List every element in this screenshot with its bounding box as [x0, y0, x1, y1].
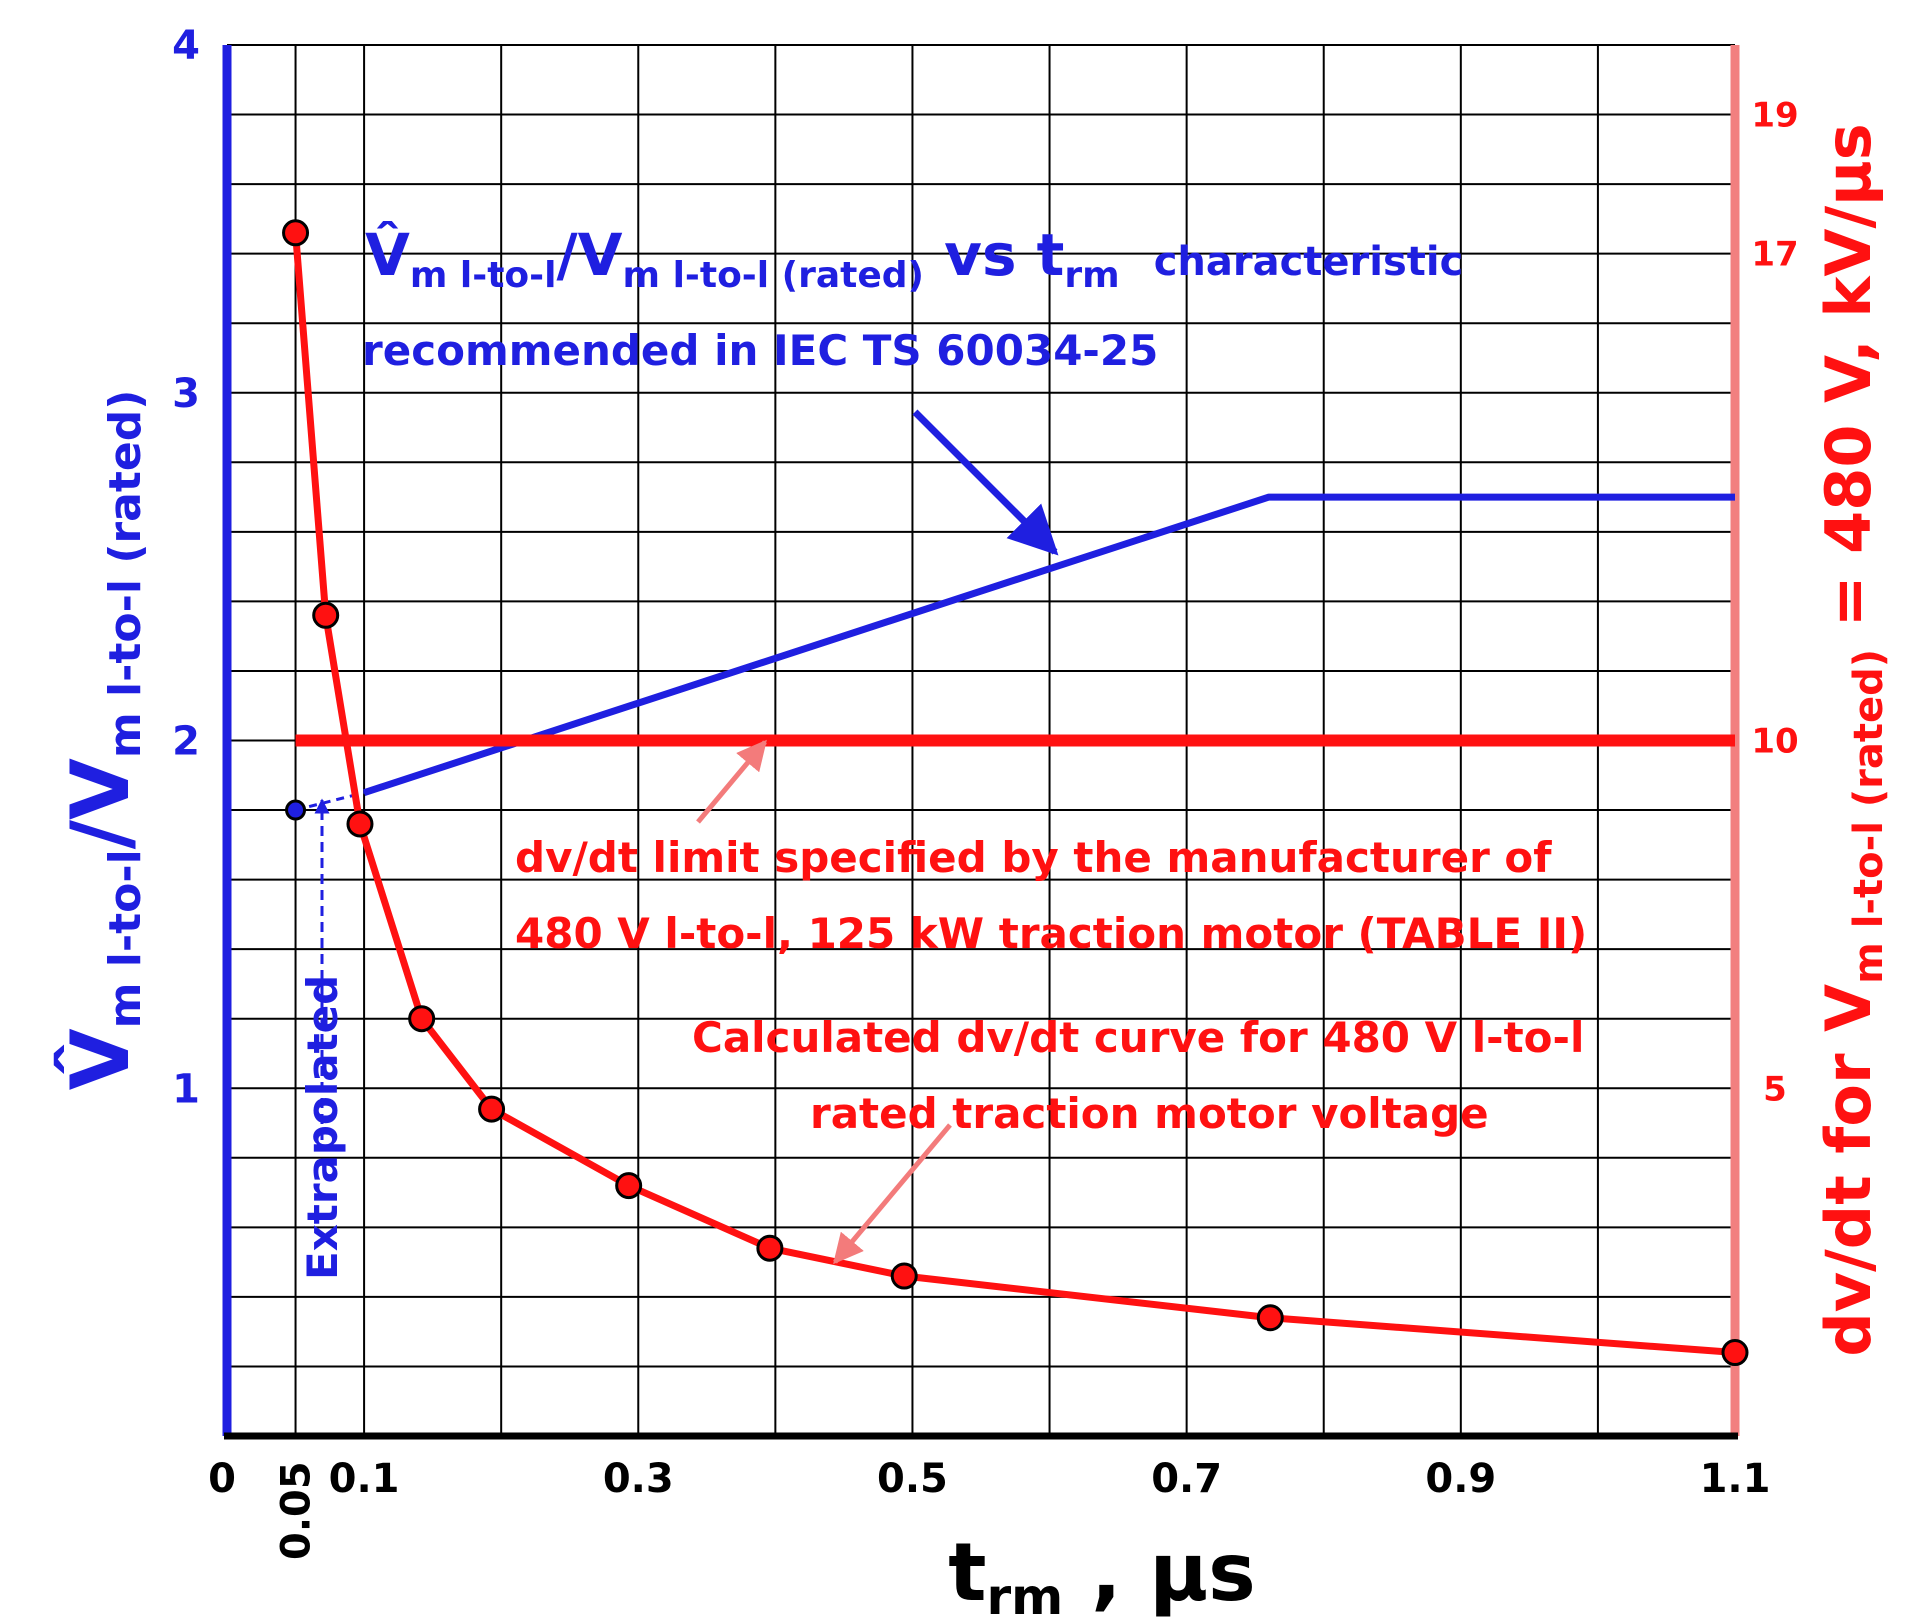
x-tick-label: 0.1	[329, 1456, 400, 1502]
right-tick-label: 17	[1751, 235, 1798, 275]
x-tick-labels: 0 0.05 0.1 0.3 0.5 0.7 0.9 1.1	[208, 1456, 1770, 1560]
right-label-pre: dv/dt for V	[1812, 984, 1885, 1357]
right-tick-labels: 5 10 17 19	[1751, 96, 1798, 1110]
series-point	[285, 799, 307, 821]
series-point	[1256, 1304, 1284, 1332]
limit-annotation-line2: 480 V l-to-l, 125 kW traction motor (TAB…	[515, 909, 1587, 958]
left-label-sep: /V	[54, 758, 147, 849]
x-tick-label: 0.5	[877, 1456, 948, 1502]
x-axis-label: trm , μs	[948, 1526, 1256, 1621]
series-line-3	[292, 232, 1736, 1357]
x-axis-label-main: t	[948, 1526, 986, 1619]
series-line-0	[363, 493, 1735, 796]
left-axis-label: V̂m l-to-l/Vm l-to-l (rated)	[52, 390, 151, 1091]
x-axis-label-rest: , μs	[1063, 1526, 1256, 1619]
blue-title-annotation: V̂m l-to-l/Vm l-to-l (rated) vs trm chara…	[365, 220, 1463, 296]
blue-title-sub2: m l-to-l (rated)	[623, 255, 924, 296]
x-tick-label: 0.05	[274, 1461, 320, 1560]
limit-annotation-arrow	[696, 739, 767, 824]
x-tick-label: 0	[208, 1456, 236, 1502]
blue-title-vs: vs t	[924, 221, 1064, 289]
calc-annotation-line2: rated traction motor voltage	[810, 1089, 1489, 1138]
blue-subtitle-annotation: recommended in IEC TS 60034-25	[362, 326, 1158, 375]
calc-annotation-arrow	[833, 1123, 952, 1265]
blue-title-main: V̂	[365, 220, 410, 289]
left-label-main: V̂	[52, 1028, 147, 1090]
right-axis-label: dv/dt for Vm l-to-l (rated) = 480 V, kV/…	[1812, 123, 1892, 1356]
series-point	[478, 1095, 506, 1123]
left-label-sub1: m l-to-l	[100, 849, 151, 1028]
series-point	[1721, 1339, 1749, 1367]
series-point	[346, 810, 374, 838]
left-tick-label: 4	[172, 23, 200, 69]
limit-annotation-line1: dv/dt limit specified by the manufacture…	[515, 833, 1552, 882]
right-tick-label: 10	[1751, 722, 1798, 762]
blue-title-sub1: m l-to-l	[410, 255, 557, 296]
series-point	[890, 1262, 918, 1290]
blue-title-tail: characteristic	[1154, 239, 1464, 285]
blue-title-sep: /V	[556, 221, 622, 289]
series-point	[408, 1005, 436, 1033]
x-tick-label: 0.9	[1425, 1456, 1496, 1502]
right-tick-label: 19	[1751, 96, 1798, 136]
left-label-sub2: m l-to-l (rated)	[100, 390, 151, 758]
left-tick-label: 1	[172, 1066, 200, 1112]
x-axis-label-sub: rm	[986, 1568, 1063, 1621]
grid	[227, 44, 1735, 1436]
x-tick-label: 0.3	[603, 1456, 674, 1502]
right-tick-label: 5	[1763, 1069, 1787, 1109]
left-tick-label: 2	[172, 719, 200, 765]
series-layer	[282, 219, 1749, 1367]
right-label-sub: m l-to-l (rated)	[1846, 649, 1892, 984]
series-point	[312, 601, 340, 629]
series-point	[756, 1234, 784, 1262]
series-point	[615, 1172, 643, 1200]
left-tick-labels: 1 2 3 4	[172, 23, 200, 1112]
blue-title-sub3: rm	[1064, 255, 1119, 296]
x-tick-label: 1.1	[1700, 1456, 1771, 1502]
x-tick-label: 0.7	[1151, 1456, 1222, 1502]
left-tick-label: 3	[172, 371, 200, 417]
series-point	[282, 219, 310, 247]
right-label-post: = 480 V, kV/μs	[1812, 123, 1885, 649]
calc-annotation-line1: Calculated dv/dt curve for 480 V l-to-l	[692, 1013, 1584, 1062]
blue-annotation-arrow	[912, 409, 1059, 556]
